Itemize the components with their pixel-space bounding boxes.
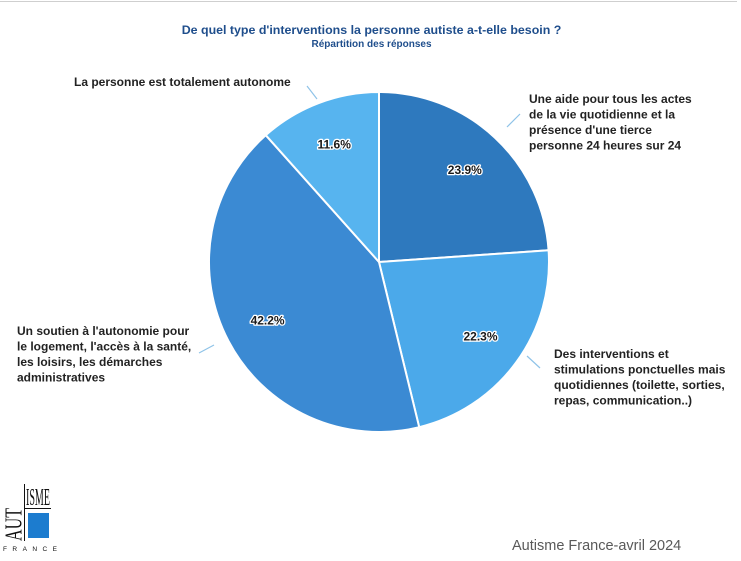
slice-category-label: La personne est totalement autonome [74, 75, 291, 89]
chart-subtitle: Répartition des réponses [311, 39, 431, 50]
leader-line [526, 355, 541, 369]
slice-value-label: 42.2% [251, 314, 285, 328]
leader-line [198, 344, 215, 354]
source-credit: Autisme France-avril 2024 [512, 538, 681, 554]
logo-text-aut: AUT [2, 508, 28, 541]
value-labels: 23.9% 22.3% 42.2% 11.6% [249, 136, 499, 344]
logo-blue-square [28, 513, 49, 538]
slice-category-label-line: les loisirs, les démarches [17, 355, 163, 369]
slice-category-label: Un soutien à l'autonomie pour le logement… [17, 324, 191, 385]
slice-category-label-line: de la vie quotidienne et la [529, 108, 675, 122]
category-labels: Une aide pour tous les actes de la vie qu… [17, 75, 726, 408]
slice-category-label-line: présence d'une tierce [529, 123, 652, 137]
autisme-france-logo: ISME AUT FRANCE [2, 484, 58, 553]
slice-category-label-line: Un soutien à l'autonomie pour [17, 324, 190, 338]
slice-value-label: 23.9% [448, 163, 482, 177]
slice-category-label-line: administratives [17, 371, 105, 385]
slice-category-label-line: Des interventions et [554, 347, 669, 361]
slice-category-label: Des interventions et stimulations ponctue… [554, 347, 726, 408]
slice-category-label-line: repas, communication..) [554, 394, 692, 408]
leader-line [306, 85, 318, 100]
pie-slice-3 [208, 134, 421, 433]
slice-category-label-line: La personne est totalement autonome [74, 75, 291, 89]
slice-value-label: 11.6% [318, 138, 352, 152]
pie-slice-1 [378, 91, 550, 263]
pie-slice-4 [264, 91, 380, 263]
chart-title: De quel type d'interventions la personne… [182, 23, 562, 37]
slice-category-label-line: Une aide pour tous les actes [529, 92, 692, 106]
slice-category-label-line: stimulations ponctuelles mais [554, 363, 726, 377]
slice-value-label: 22.3% [463, 330, 497, 344]
pie-slice-2 [378, 249, 550, 429]
slice-category-label-line: personne 24 heures sur 24 [529, 139, 681, 153]
slice-category-label-line: quotidiennes (toilette, sorties, [554, 378, 725, 392]
leader-line [506, 113, 521, 128]
slice-category-label: Une aide pour tous les actes de la vie qu… [529, 92, 692, 153]
pie-slices [208, 91, 550, 433]
logo-text-isme: ISME [26, 485, 50, 511]
slice-category-label-line: le logement, l'accès à la santé, [17, 340, 191, 354]
leader-lines [198, 85, 541, 369]
logo-text-france: FRANCE [3, 546, 58, 553]
